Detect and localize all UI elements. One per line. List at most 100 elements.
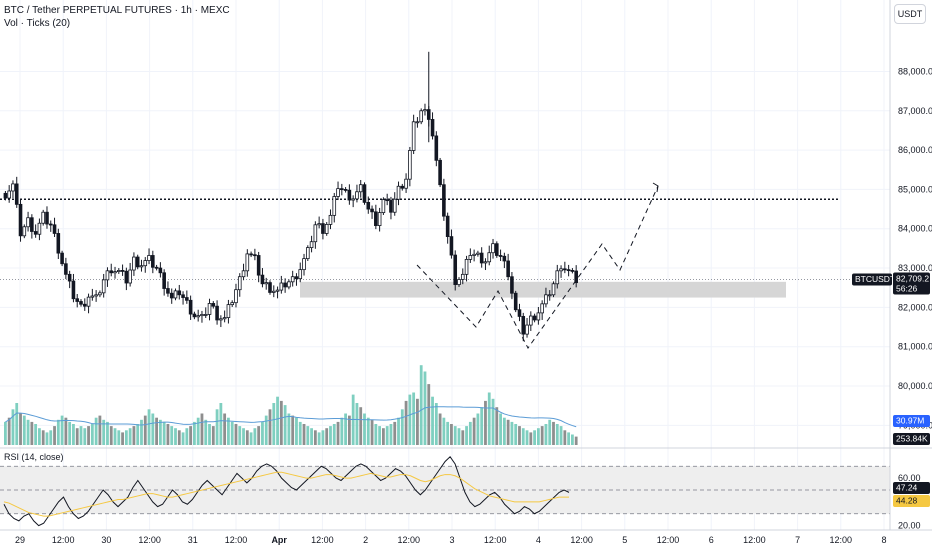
candle-body [559, 268, 563, 272]
candle [275, 286, 280, 299]
rsi-ma-line [3, 471, 570, 517]
candle-body [45, 211, 49, 225]
volume-bar [283, 405, 287, 445]
candle-body [351, 198, 355, 201]
candle-body [404, 178, 408, 189]
symbol-badge-bg [852, 273, 892, 286]
candle [457, 277, 461, 287]
candle-body [94, 294, 98, 297]
candle-body [396, 185, 401, 200]
candle-body [290, 276, 295, 283]
candle-body [117, 270, 121, 272]
volume-bar [536, 428, 540, 445]
time-tick-label: 8 [881, 535, 886, 545]
candle [472, 249, 476, 262]
candle-body [392, 198, 397, 213]
candle [67, 270, 72, 289]
volume-bar [22, 415, 26, 445]
candle [411, 114, 416, 155]
volume-bar [19, 413, 22, 445]
volume-bar [563, 430, 567, 445]
candle [26, 211, 30, 232]
candle-body [177, 290, 182, 296]
support-zone [300, 281, 786, 298]
candle [154, 264, 159, 271]
volume-bar [291, 415, 295, 445]
currency-button[interactable]: USDT [894, 4, 926, 24]
volume-bar [574, 436, 578, 445]
candle-body [11, 183, 15, 192]
volume-bar [378, 426, 382, 445]
candle-body [71, 280, 76, 300]
candle [234, 283, 238, 308]
candle-body [264, 282, 269, 285]
candle-body [268, 282, 272, 293]
candle-body [211, 303, 216, 307]
volume-bar [68, 421, 72, 445]
candle [196, 309, 200, 322]
candle-body [237, 276, 242, 291]
volume-bar [544, 424, 548, 445]
volume-bar [238, 426, 242, 445]
candle-body [547, 294, 552, 297]
candle [483, 258, 488, 271]
candle-body [75, 298, 80, 302]
candle [340, 183, 344, 196]
candle [479, 247, 484, 268]
candle-body [385, 199, 389, 202]
candle [162, 269, 166, 296]
volume-bar [113, 428, 117, 445]
volume-bar [363, 413, 366, 445]
volume-bar [468, 421, 472, 445]
volume-bar [234, 424, 238, 445]
candle [442, 178, 446, 221]
time-tick-label: 5 [622, 535, 627, 545]
rsi-ma-badge: 44.28 [896, 496, 918, 506]
candle [400, 183, 405, 191]
candle [101, 273, 106, 298]
candle [494, 241, 499, 258]
volume-bar [83, 428, 87, 445]
candle [215, 300, 219, 325]
volume-bar [548, 419, 552, 445]
volume-bar [193, 421, 196, 445]
volume-bar [189, 426, 193, 445]
volume-bar [200, 413, 204, 445]
candle-body [234, 289, 238, 304]
candle-body [279, 282, 284, 291]
volume-bar [230, 421, 234, 445]
volume-bar [38, 428, 41, 445]
time-tick-label: 12:00 [138, 535, 161, 545]
candle [294, 273, 299, 286]
candle-body [302, 258, 306, 271]
volume-bar [98, 415, 102, 445]
candle [48, 220, 53, 232]
candle [521, 312, 526, 342]
candle [438, 157, 442, 188]
candle-body [517, 309, 522, 317]
candle [207, 298, 212, 321]
candle-body [434, 135, 439, 161]
candle-body [132, 256, 136, 271]
candle [540, 300, 544, 320]
candle [370, 205, 374, 219]
candle-body [340, 188, 344, 191]
volume-bar [287, 413, 291, 445]
candle-body [200, 314, 204, 317]
volume-bar [102, 419, 106, 445]
projection-path [416, 185, 659, 349]
candle [283, 278, 287, 293]
candle [547, 290, 552, 301]
volume-badge: 253.84K [896, 434, 928, 444]
volume-bar [412, 392, 416, 445]
candle-body [532, 315, 537, 321]
candle-body [513, 292, 518, 311]
candle [173, 288, 178, 301]
candle [532, 313, 537, 323]
candle-body [502, 255, 507, 262]
volume-bar [366, 417, 370, 445]
candle [98, 290, 102, 298]
volume-bar [181, 432, 185, 445]
price-tick-label: 82,000.0 [898, 302, 932, 312]
